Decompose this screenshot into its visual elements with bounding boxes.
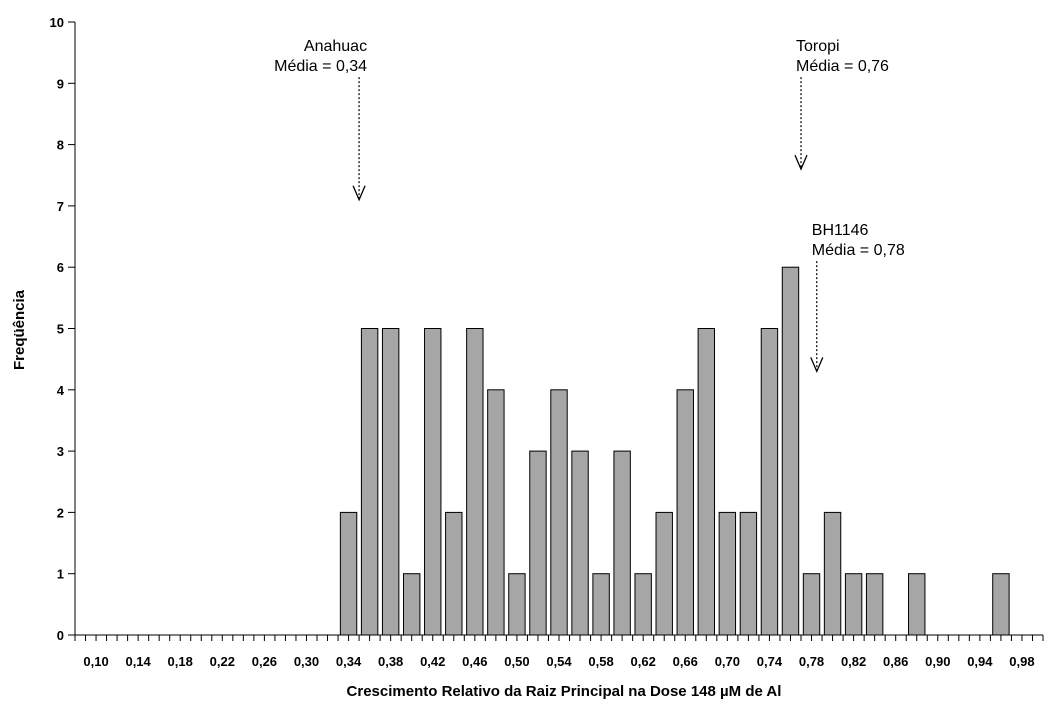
y-tick-label: 4 [57, 383, 65, 398]
histogram-bar [487, 389, 505, 636]
x-tick-label: 0,90 [925, 654, 950, 669]
y-tick-label: 6 [57, 260, 64, 275]
histogram-bar [992, 573, 1010, 636]
histogram-bar [466, 328, 484, 636]
histogram-bar [655, 511, 673, 636]
histogram-bar [529, 450, 547, 636]
histogram-bar [550, 389, 568, 636]
histogram-bar [508, 573, 526, 636]
x-tick-label: 0,34 [336, 654, 362, 669]
histogram-bar [865, 573, 884, 636]
histogram-bar [381, 328, 400, 636]
histogram-bar [781, 266, 800, 636]
x-tick-label: 0,86 [883, 654, 908, 669]
histogram-bar [339, 511, 358, 636]
histogram-bar [613, 450, 631, 636]
x-tick-label: 0,26 [252, 654, 277, 669]
annotation-arrow-head [810, 357, 824, 374]
histogram-bar [908, 573, 926, 636]
y-tick-label: 10 [50, 15, 64, 30]
annotation-name: Toropi [796, 38, 840, 55]
histogram-bar [424, 328, 442, 636]
y-tick-label: 3 [57, 444, 64, 459]
histogram-bar [402, 573, 421, 636]
x-tick-label: 0,22 [210, 654, 235, 669]
x-tick-label: 0,30 [294, 654, 319, 669]
x-tick-label: 0,66 [673, 654, 698, 669]
x-tick-label: 0,58 [588, 654, 613, 669]
x-tick-label: 0,38 [378, 654, 403, 669]
x-tick-label: 0,74 [757, 654, 783, 669]
x-tick-label: 0,18 [168, 654, 193, 669]
x-tick-label: 0,78 [799, 654, 824, 669]
annotation-mean: Média = 0,78 [812, 242, 905, 259]
annotations: Anahuac Média = 0,34 Toropi Média = 0,76 BH1… [274, 38, 905, 374]
annotation-mean: Média = 0,76 [796, 58, 889, 75]
x-tick-label: 0,50 [504, 654, 529, 669]
x-tick-label: 0,10 [83, 654, 108, 669]
x-tick-label: 0,42 [420, 654, 445, 669]
y-tick-label: 0 [57, 628, 64, 643]
histogram-bar [823, 511, 842, 636]
x-tick-label: 0,14 [125, 654, 151, 669]
annotation-mean: Média = 0,34 [274, 58, 367, 75]
y-axis-title: Freqüência [11, 289, 28, 370]
histogram-bar [445, 511, 463, 636]
annotation-name: BH1146 [812, 222, 869, 239]
histogram-bar [802, 573, 821, 636]
histogram-bar [571, 450, 589, 636]
histogram-bar [760, 328, 779, 636]
y-tick-label: 7 [57, 199, 64, 214]
histogram-bar [718, 511, 737, 636]
x-axis-title: Crescimento Relativo da Raiz Principal n… [347, 683, 782, 700]
y-tick-label: 1 [57, 567, 64, 582]
histogram-bar [592, 573, 610, 636]
y-tick-label: 5 [57, 322, 64, 337]
y-tick-label: 2 [57, 505, 64, 520]
histogram-bar [634, 573, 652, 636]
annotation-arrow-head [794, 154, 808, 171]
x-tick-label: 0,46 [462, 654, 487, 669]
x-tick-label: 0,62 [631, 654, 656, 669]
annotation-name: Anahuac [304, 38, 367, 55]
y-tick-label: 8 [57, 138, 64, 153]
annotation-arrow-head [352, 185, 366, 202]
histogram-bar [676, 389, 694, 636]
histogram-bar [360, 328, 379, 636]
histogram-bar [844, 573, 863, 636]
x-tick-label: 0,54 [546, 654, 572, 669]
x-tick-label: 0,98 [1009, 654, 1034, 669]
y-tick-label: 9 [57, 76, 64, 91]
histogram-bar [697, 328, 716, 636]
x-tick-label: 0,94 [967, 654, 993, 669]
x-tick-label: 0,82 [841, 654, 866, 669]
histogram-bar [739, 511, 758, 636]
x-tick-label: 0,70 [715, 654, 740, 669]
bars [339, 266, 1010, 636]
